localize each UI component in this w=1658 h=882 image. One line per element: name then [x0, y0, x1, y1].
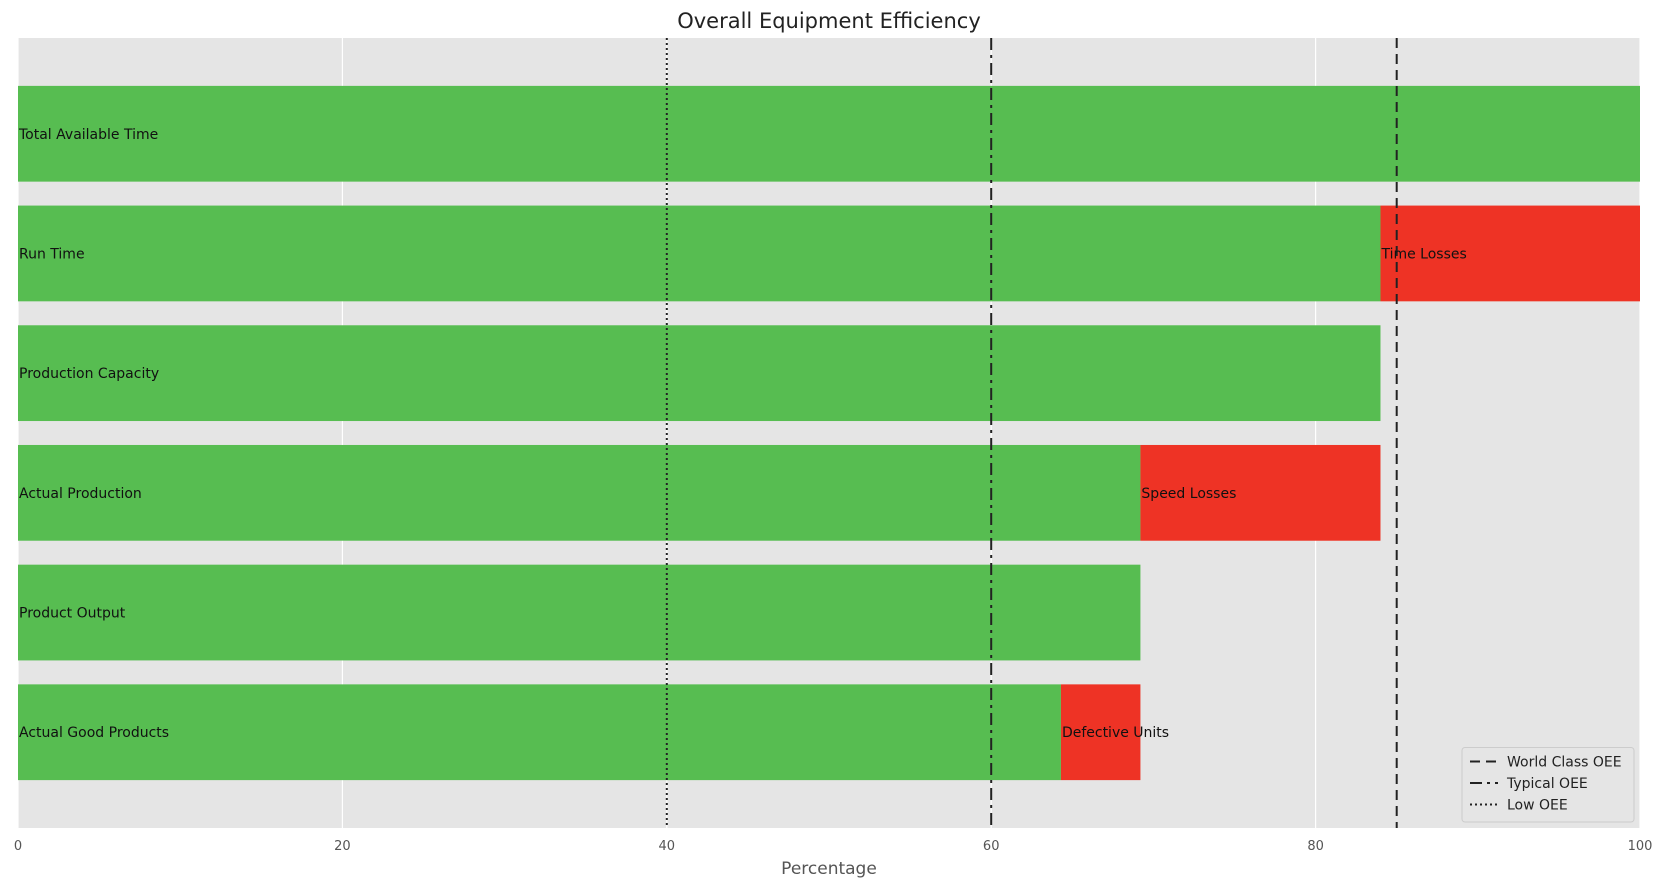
bar-loss-label: Defective Units: [1062, 725, 1169, 741]
bars: [18, 85, 1640, 781]
legend-label: Low OEE: [1507, 798, 1568, 814]
reference-lines: [665, 38, 1398, 828]
x-tick-label: 100: [1628, 839, 1653, 854]
bar-good: [18, 444, 1141, 541]
bar-labels: Total Available Time Run Time Time Losses P…: [18, 127, 1467, 741]
x-tick-label: 40: [659, 839, 676, 854]
bar-good: [18, 205, 1381, 302]
x-tick-label: 60: [983, 839, 1000, 854]
bar-category-label: Actual Production: [19, 486, 142, 502]
legend: World Class OEE Typical OEE Low OEE: [1461, 747, 1635, 823]
legend-label: World Class OEE: [1507, 755, 1622, 771]
x-tick-label: 20: [334, 839, 351, 854]
bar-loss: [1140, 444, 1381, 541]
x-axis-label: Percentage: [781, 859, 877, 879]
bar-good: [18, 85, 1640, 182]
bar-good: [18, 325, 1381, 422]
bar-category-label: Product Output: [19, 606, 126, 622]
legend-label: Typical OEE: [1506, 776, 1588, 792]
bar-good: [18, 684, 1061, 781]
bar-category-label: Total Available Time: [18, 127, 158, 143]
bar-loss-label: Time Losses: [1380, 246, 1466, 262]
legend-box: [1461, 747, 1635, 823]
bar-category-label: Run Time: [19, 246, 85, 262]
x-axis-ticks: 0 20 40 60 80 100: [14, 839, 1653, 854]
bar-category-label: Production Capacity: [19, 366, 159, 382]
bar-good: [18, 564, 1141, 661]
x-tick-label: 0: [14, 839, 22, 854]
x-tick-label: 80: [1307, 839, 1324, 854]
bar-loss-label: Speed Losses: [1141, 486, 1236, 502]
bar-loss: [1060, 684, 1141, 781]
bar-category-label: Actual Good Products: [19, 725, 169, 741]
chart-title: Overall Equipment Efficiency: [677, 9, 981, 33]
bar-loss: [1380, 205, 1640, 302]
